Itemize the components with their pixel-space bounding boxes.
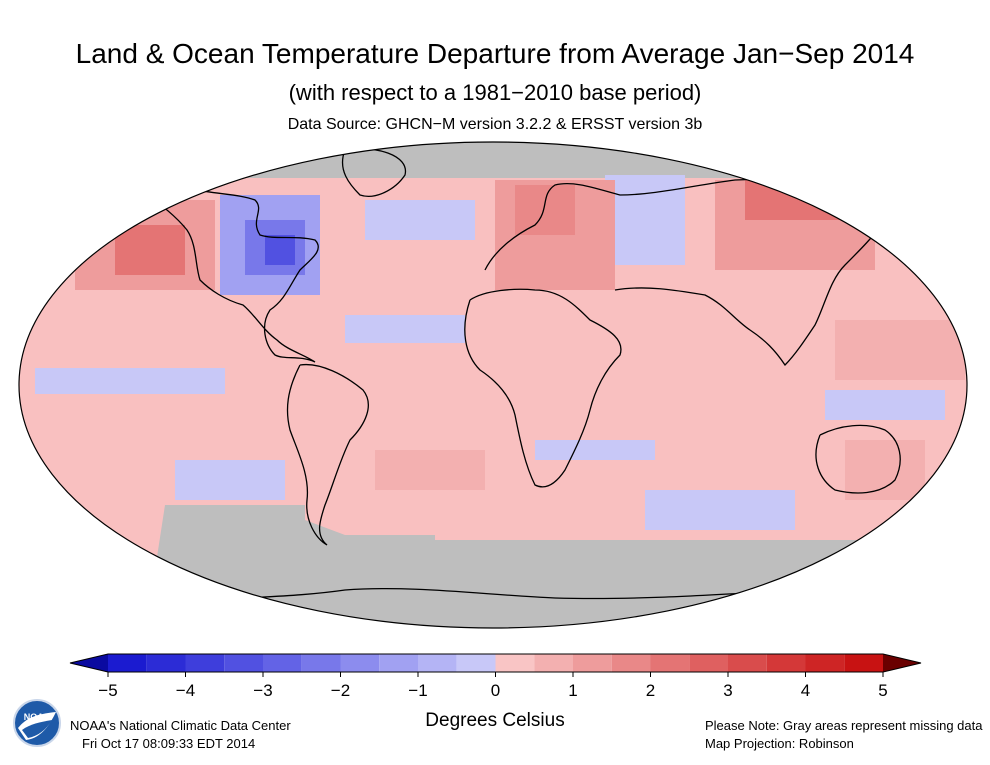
legend-tick-label: 4 — [801, 681, 810, 700]
legend-swatch — [844, 654, 883, 672]
anomaly-cool-atlantic — [345, 315, 465, 343]
legend-low-arrow — [70, 654, 108, 672]
legend-swatch — [146, 654, 186, 672]
legend-swatch — [108, 654, 147, 672]
legend-swatch — [340, 654, 380, 672]
anomaly-cool-southern — [645, 490, 795, 530]
legend-swatch — [224, 654, 263, 672]
legend-tick-label: 3 — [723, 681, 732, 700]
legend-swatch — [495, 654, 535, 672]
legend-tick-label: −4 — [176, 681, 195, 700]
legend-swatch — [185, 654, 225, 672]
legend-tick-label: 0 — [491, 681, 500, 700]
missing-antarctic-pacific — [435, 540, 967, 570]
anomaly-cool-indian — [535, 440, 655, 460]
legend-swatch — [573, 654, 612, 672]
projection-note: Map Projection: Robinson — [705, 736, 854, 751]
legend-swatch — [418, 654, 457, 672]
legend-tick-label: 5 — [878, 681, 887, 700]
anomaly-cool-north-atlantic — [365, 200, 475, 240]
legend-tick-label: 2 — [646, 681, 655, 700]
legend-tick-label: −1 — [408, 681, 427, 700]
legend-title: Degrees Celsius — [425, 710, 565, 731]
legend-swatch — [263, 654, 302, 672]
data-source: Data Source: GHCN−M version 3.2.2 & ERSS… — [287, 116, 703, 133]
legend-swatch — [611, 654, 651, 672]
logo-text: NOAA — [24, 712, 51, 722]
legend-swatch — [534, 654, 573, 672]
legend-tick-label: −3 — [253, 681, 272, 700]
credit-org: NOAA's National Climatic Data Center — [70, 718, 291, 733]
missing-arctic — [19, 142, 967, 178]
anomaly-cool-southeast-pacific — [175, 460, 285, 500]
legend-swatch — [379, 654, 418, 672]
coast-asia — [614, 219, 886, 367]
credit-timestamp: Fri Oct 17 08:09:33 EDT 2014 — [82, 736, 256, 751]
legend-tick-label: −5 — [98, 681, 117, 700]
map-title: Land & Ocean Temperature Departure from … — [75, 38, 915, 69]
legend-swatch — [650, 654, 690, 672]
legend-swatch — [766, 654, 806, 672]
anomaly-cool-tropical-pacific — [35, 368, 225, 394]
coast-africa — [464, 288, 622, 488]
legend-swatch — [805, 654, 845, 672]
anomaly-warm-australia — [845, 440, 925, 500]
anomaly-warm-east-asia — [715, 180, 875, 270]
missing-data-note: Please Note: Gray areas represent missin… — [705, 718, 983, 733]
anomaly-hot-northeast-pacific — [115, 225, 185, 275]
anomaly-cool-central-asia — [605, 175, 685, 265]
anomaly-colder-core — [265, 235, 295, 265]
globe-outline — [18, 141, 968, 629]
coast-south-america — [286, 363, 369, 546]
anomaly-hot-scandinavia — [515, 185, 575, 235]
legend-tick-label: −2 — [331, 681, 350, 700]
coast-greenland — [341, 148, 406, 197]
noaa-logo: NOAA — [13, 699, 61, 747]
legend-swatch — [689, 654, 728, 672]
legend-tick-label: 1 — [568, 681, 577, 700]
legend-swatch — [728, 654, 767, 672]
anomaly-cool-west-pacific — [825, 390, 945, 420]
legend-swatch — [456, 654, 496, 672]
legend-ticks: −5 −4 −3 −2 −1 0 1 2 3 4 5 — [98, 672, 888, 700]
legend-bar — [69, 653, 922, 673]
legend-high-arrow — [883, 654, 921, 672]
anomaly-warm-south-atlantic — [375, 450, 485, 490]
anomaly-warm-pacific — [835, 320, 965, 380]
coast-australia — [815, 424, 901, 494]
world-temperature-map — [18, 141, 968, 629]
legend-swatch — [301, 654, 341, 672]
coast-north-america — [139, 179, 319, 363]
color-legend: −5 −4 −3 −2 −1 0 1 2 3 4 5 — [69, 653, 922, 700]
map-subtitle: (with respect to a 1981−2010 base period… — [288, 80, 702, 105]
